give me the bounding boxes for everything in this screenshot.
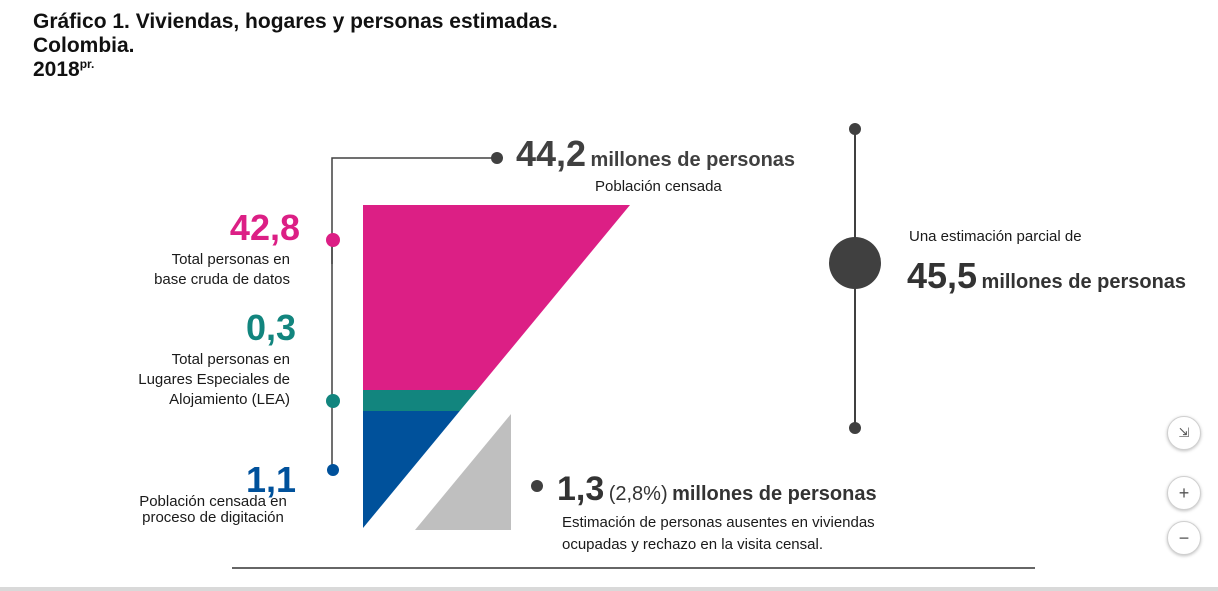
title-line-3: 2018pr. <box>33 57 95 81</box>
value-base-cruda: 42,8 <box>229 207 300 248</box>
desc-base-cruda-line: base cruda de datos <box>154 271 290 288</box>
ausentes-unit: millones de personas <box>672 483 877 505</box>
desc-lea-line: Total personas en <box>171 351 290 368</box>
total-censada-unit: millones de personas <box>590 149 796 171</box>
zoom-in-button[interactable]: + <box>1167 476 1201 510</box>
zoom-out-button[interactable]: − <box>1167 521 1201 555</box>
dot-base-cruda <box>326 233 340 247</box>
segment-base-cruda <box>363 205 630 390</box>
ausentes-desc: Estimación de personas ausentes en vivie… <box>562 512 875 556</box>
desc-digitacion-line: proceso de digitación <box>142 509 284 526</box>
estimacion-label: 45,5 millones de personas <box>907 258 1186 294</box>
connector-line <box>331 157 497 264</box>
minus-icon: − <box>1178 527 1190 548</box>
desc-base-cruda-line: Total personas en <box>171 251 290 268</box>
chart-title: Gráfico 1. Viviendas, hogares y personas… <box>33 10 558 82</box>
desc-digitacion: Población censada en proceso de digitaci… <box>118 494 308 526</box>
dot-digitacion <box>327 464 339 476</box>
collapse-button[interactable]: ⇲ <box>1167 416 1201 450</box>
desc-base-cruda: Total personas en base cruda de datos <box>90 250 290 290</box>
value-digitacion: 1,1 <box>245 459 296 500</box>
ausentes-label: 1,3 (2,8%) millones de personas <box>557 471 877 507</box>
estimacion-intro: Una estimación parcial de <box>909 228 1082 245</box>
collapse-icon: ⇲ <box>1178 425 1190 440</box>
desc-lea-line: Lugares Especiales de <box>138 371 290 388</box>
total-censada-desc: Población censada <box>595 178 722 195</box>
segment-digitacion <box>363 411 460 528</box>
total-censada-label: 44,2 millones de personas <box>516 136 795 172</box>
ausentes-pct: (2,8%) <box>608 483 668 505</box>
estimacion-value: 45,5 <box>907 255 978 296</box>
connector-dot <box>491 152 503 164</box>
segment-lea <box>363 390 478 411</box>
estimation-big-dot <box>829 237 881 289</box>
ausentes-desc-line: Estimación de personas ausentes en vivie… <box>562 514 875 531</box>
ausentes-value: 1,3 <box>557 470 605 508</box>
estimacion-unit: millones de personas <box>981 271 1187 293</box>
desc-lea: Total personas en Lugares Especiales de … <box>90 350 290 410</box>
bottom-scroll-track <box>0 587 1218 591</box>
estimation-bottom-dot <box>849 422 861 434</box>
title-line-2: Colombia. <box>33 34 135 57</box>
desc-digitacion-line: Población censada en <box>139 493 287 510</box>
segment-ausentes <box>415 414 511 530</box>
dot-lea <box>326 394 340 408</box>
title-line-1: Gráfico 1. Viviendas, hogares y personas… <box>33 10 558 33</box>
value-lea: 0,3 <box>245 307 296 348</box>
total-censada-value: 44,2 <box>516 133 587 174</box>
dot-ausentes <box>531 480 543 492</box>
plus-icon: + <box>1178 482 1190 503</box>
estimation-top-dot <box>849 123 861 135</box>
desc-lea-line: Alojamiento (LEA) <box>169 391 290 408</box>
ausentes-desc-line: ocupadas y rechazo en la visita censal. <box>562 536 823 553</box>
